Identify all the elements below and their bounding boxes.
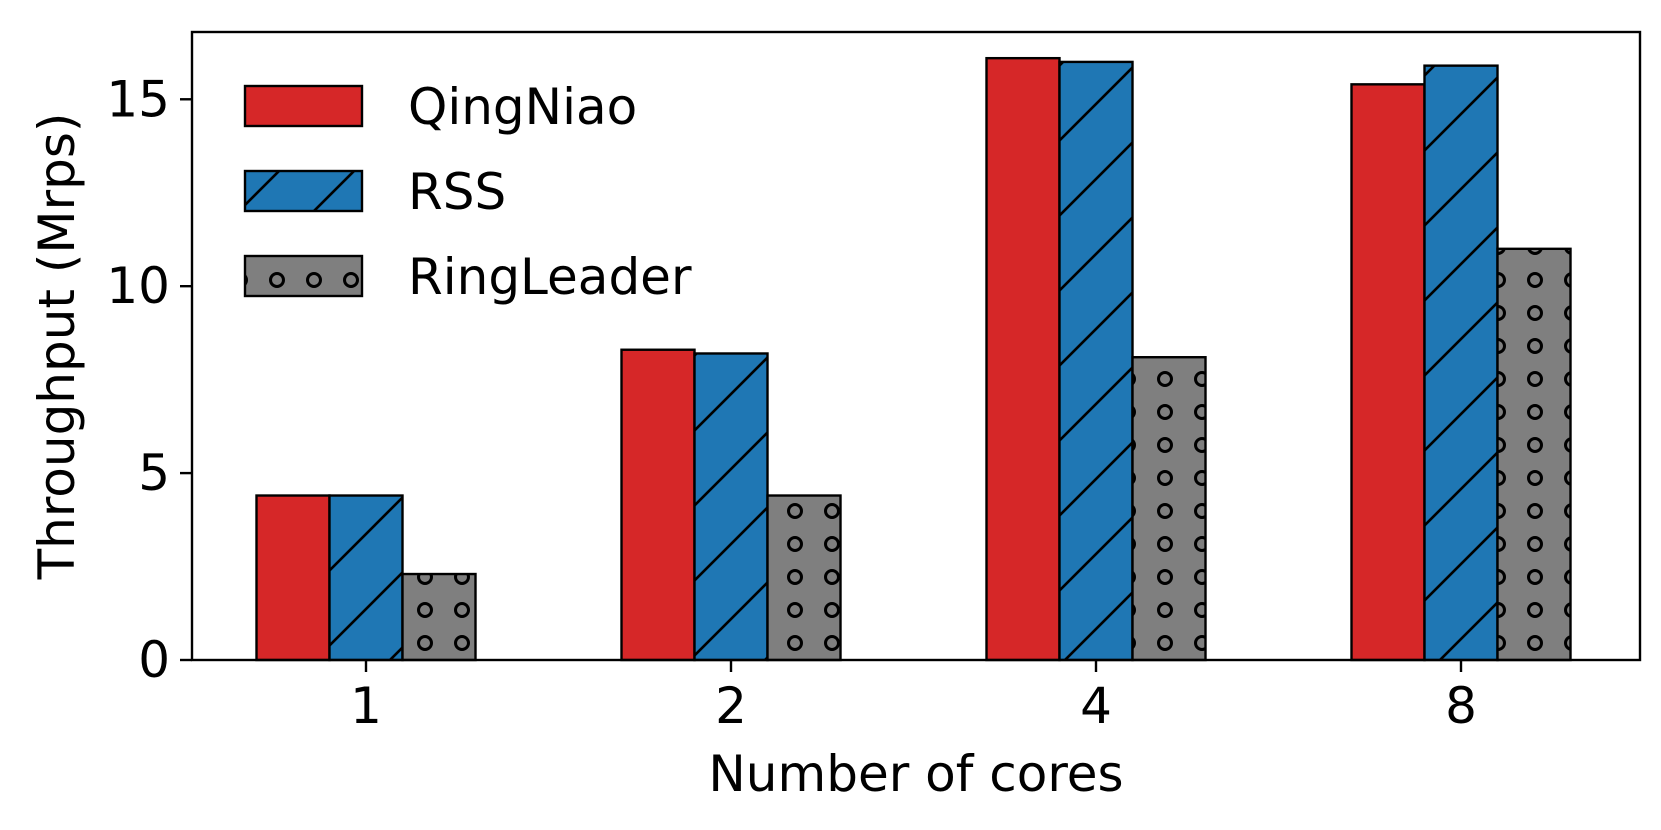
legend-swatch [243,169,364,213]
x-tick-label: 4 [1080,677,1112,735]
x-tick-label: 2 [715,677,747,735]
bar-ringleader-2 [766,494,842,662]
y-tick-label: 15 [106,70,170,128]
bar-qingniao-1 [255,494,331,662]
legend-label: RingLeader [408,248,692,306]
bar-ringleader-4 [1131,356,1207,662]
bar-rss-8 [1423,64,1499,662]
legend-item-qingniao: QingNiao [243,78,637,136]
bar-rss-4 [1058,60,1134,662]
bar-qingniao-8 [1350,83,1426,662]
plot-area-frame [190,30,1642,662]
legend-swatch [243,254,364,298]
bar-rss-2 [693,352,769,662]
legend-item-ringleader: RingLeader [243,248,692,306]
x-tick-label: 1 [350,677,382,735]
x-axis-title: Number of cores [708,745,1123,803]
bar-ringleader-8 [1496,247,1572,662]
legend: QingNiao RSS RingLeader [243,78,692,306]
bars-layer [255,56,1572,662]
y-axis: 0 5 10 15 [106,70,192,689]
y-tick-label: 5 [138,444,170,502]
bar-qingniao-2 [620,348,696,662]
legend-swatch [243,84,364,128]
legend-label: QingNiao [408,78,637,136]
x-axis: 1 2 4 8 [350,660,1477,735]
x-tick-label: 8 [1445,677,1477,735]
y-axis-title: Throughput (Mrps) [28,113,86,581]
y-tick-label: 10 [106,257,170,315]
legend-label: RSS [408,163,506,221]
legend-item-rss: RSS [243,163,506,221]
bar-rss-1 [328,494,404,662]
bar-qingniao-4 [985,56,1061,662]
bar-ringleader-1 [401,572,477,662]
y-tick-label: 0 [138,631,170,689]
